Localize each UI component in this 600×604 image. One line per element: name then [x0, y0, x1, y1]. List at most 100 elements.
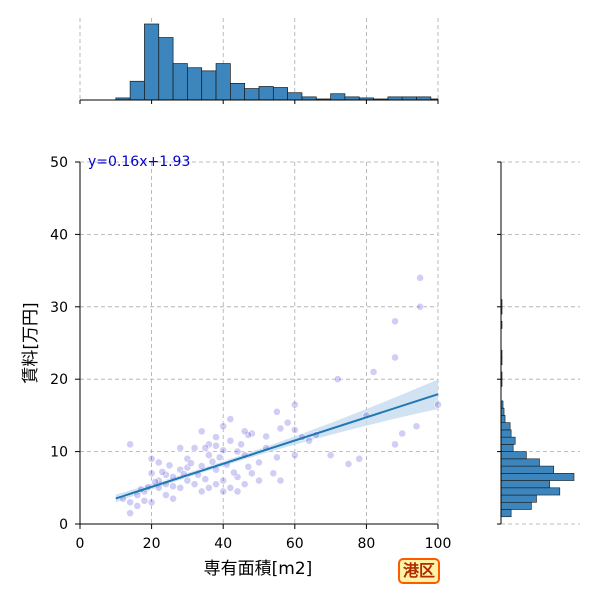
scatter-point	[165, 461, 174, 470]
grid-lines	[79, 161, 439, 525]
scatter-point	[201, 475, 210, 484]
scatter-point	[276, 476, 285, 485]
scatter-point	[176, 444, 185, 452]
scatter-point	[434, 400, 442, 409]
axes: 0 20 40 60 80 100 0 10 20 30 40 50	[50, 155, 451, 552]
scatter-point	[147, 454, 156, 463]
top-hist-bar	[187, 67, 203, 101]
right-hist-bar	[500, 465, 555, 474]
scatter-point	[391, 440, 399, 449]
top-hist-bar	[201, 70, 217, 101]
scatter-point	[212, 441, 220, 450]
y-tick-label: 30	[50, 300, 68, 316]
scatter-point	[147, 498, 156, 507]
y-axis-label: 賃料[万円]	[21, 302, 41, 383]
scatter-point	[391, 317, 399, 326]
regression-line-path	[115, 393, 439, 500]
top-hist-bar	[215, 63, 231, 101]
top-hist-bar	[172, 63, 188, 101]
y-tick-label: 40	[50, 227, 68, 243]
scatter-point	[283, 418, 292, 427]
scatter-point	[226, 483, 235, 492]
scatter-point	[369, 368, 378, 376]
scatter-point	[147, 469, 156, 478]
right-hist-bar	[500, 494, 537, 503]
x-tick-label: 80	[357, 536, 375, 552]
scatter-point	[204, 483, 213, 492]
x-tick-label: 60	[286, 536, 304, 552]
top-hist-bar	[244, 88, 260, 101]
scatter-point	[272, 407, 281, 416]
scatter-point	[158, 467, 167, 476]
scatter-point	[333, 375, 342, 384]
scatter-point	[219, 446, 228, 455]
scatter-point	[344, 460, 353, 468]
scatter-point	[290, 400, 299, 409]
right-hist-bar	[500, 487, 561, 496]
top-hist-bar	[129, 80, 145, 101]
top-hist-bar	[158, 37, 174, 101]
scatter-point	[262, 432, 271, 441]
scatter-point	[355, 454, 364, 463]
scatter-point	[126, 498, 135, 507]
scatter-point	[255, 458, 263, 467]
scatter-point	[416, 273, 424, 282]
scatter-point	[176, 483, 185, 492]
x-tick-label: 0	[76, 536, 85, 552]
top-histogram	[79, 18, 439, 104]
scatter-point	[226, 415, 235, 423]
scatter-point	[197, 427, 206, 436]
top-hist-bar	[258, 86, 274, 101]
scatter-point	[255, 476, 263, 485]
scatter-point	[154, 458, 163, 467]
scatter-point	[169, 494, 177, 503]
scatter-point	[133, 501, 142, 510]
scatter-point	[219, 476, 228, 485]
scatter-point	[412, 422, 421, 431]
right-hist-bar	[500, 415, 506, 423]
scatter-point	[305, 436, 314, 445]
right-hist-bar	[500, 501, 532, 510]
right-hist-bar	[500, 480, 550, 489]
top-hist-bar	[144, 23, 160, 101]
scatter-point	[240, 480, 249, 489]
scatter-point	[272, 453, 281, 462]
right-hist-bar	[500, 444, 514, 452]
x-tick-label: 20	[143, 536, 161, 552]
scatter-point	[247, 469, 256, 478]
scatter-point	[190, 444, 199, 452]
scatter-point	[162, 491, 170, 499]
scatter-point	[276, 424, 285, 433]
scatter-point	[219, 487, 228, 496]
scatter-point	[197, 487, 206, 496]
scatter-point	[219, 422, 228, 431]
scatter-point	[212, 480, 220, 489]
y-tick-label: 20	[50, 372, 68, 388]
x-tick-label: 40	[214, 536, 232, 552]
top-hist-bar	[330, 93, 346, 101]
scatter-point	[126, 440, 135, 449]
scatter-point	[290, 451, 299, 460]
right-hist-bar	[500, 422, 511, 431]
scatter-point	[391, 353, 399, 362]
scatter-point	[126, 509, 135, 518]
x-axis-label: 専有面積[m2]	[204, 559, 313, 579]
top-hist-bar	[230, 82, 246, 101]
right-hist-bar	[500, 473, 575, 481]
scatter-point	[212, 433, 220, 442]
regression-equation: y=0.16x+1.93	[88, 154, 190, 170]
scatter-point	[208, 457, 217, 466]
scatter-point	[140, 496, 149, 505]
scatter-point	[233, 487, 242, 496]
right-hist-bar	[500, 451, 527, 460]
scatter-point	[215, 453, 224, 462]
scatter-point	[226, 436, 235, 445]
scatter-point	[197, 462, 206, 470]
scatter-point	[237, 440, 245, 449]
top-hist-bar	[287, 92, 303, 101]
scatter-point	[169, 482, 177, 491]
right-hist-bar	[500, 429, 512, 438]
ward-badge: 港区	[398, 558, 440, 584]
right-hist-bar	[500, 436, 516, 445]
